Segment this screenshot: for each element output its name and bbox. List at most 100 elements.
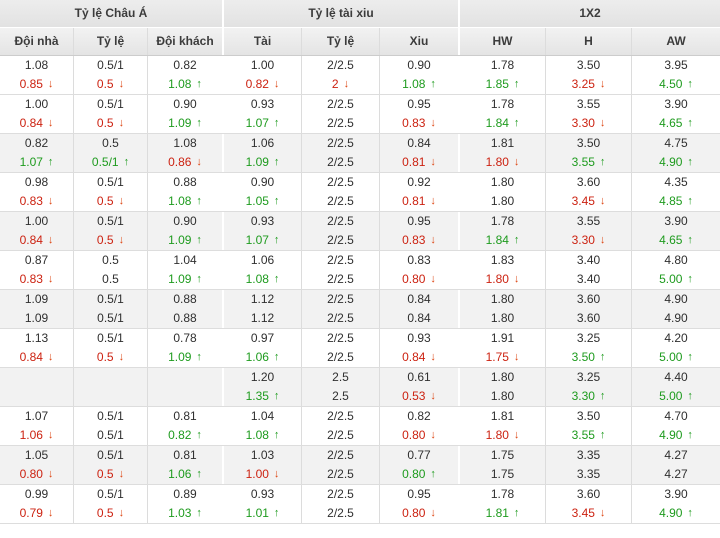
odds-number: 0.88 [173,311,197,325]
odds-cell: 1.80 1.80 [460,290,546,328]
odds-value: 0.90 [148,95,222,114]
arrow-down-icon: ↓ [430,351,436,363]
arrow-down-icon: ↓ [430,234,436,246]
odds-value: 0.81 ↓ [380,192,458,211]
match-row: 1.13 0.84 ↓ 0.5/1 0.5 ↓ 0.78 1.09 ↑ 0.97 1.06 ↑ 2/2.… [0,329,720,368]
odds-number: 4.27 [664,467,688,481]
odds-number: 3.60 [576,311,601,325]
arrow-down-icon: ↓ [599,117,606,129]
odds-value: 4.80 [632,251,720,270]
odds-number: 0.98 [24,175,49,189]
odds-number: 1.06 [250,136,275,150]
odds-number: 0.5 [96,350,114,364]
odds-number: 0.82 [407,409,431,423]
odds-number: 1.06 [19,428,43,442]
odds-cell: 1.04 1.09 ↑ [148,251,222,289]
odds-value: 3.30 ↑ [546,387,631,406]
odds-table-body: 1.08 0.85 ↓ 0.5/1 0.5 ↓ 0.82 1.08 ↑ 1.00 0.82 ↓ 2/2.… [0,56,720,524]
odds-value: 0.5 ↓ [74,348,147,367]
match-row: 1.05 0.80 ↓ 0.5/1 0.5 ↓ 0.81 1.06 ↑ 1.03 1.00 ↓ 2/2.… [0,446,720,485]
odds-value: 0.84 ↓ [0,348,73,367]
odds-cell: 2/2.5 2/2.5 [302,251,380,289]
arrow-up-icon: ↑ [687,117,693,129]
column-gap [222,485,224,523]
odds-value: 5.00 ↑ [632,348,720,367]
column-gap [458,212,460,250]
odds-number: 0.84 [402,350,426,364]
odds-value: 0.61 [380,368,458,387]
odds-cell [74,368,148,406]
odds-cell: 2.5 2.5 [302,368,380,406]
arrow-up-icon: ↑ [599,390,606,402]
odds-value: 1.06 ↓ [0,426,73,445]
odds-number: 4.50 [659,77,683,91]
odds-number: 1.20 [250,370,275,384]
odds-cell: 1.13 0.84 ↓ [0,329,74,367]
group-header-1x2: 1X2 [460,0,720,27]
odds-value: 0.80 ↑ [380,465,458,484]
odds-cell: 3.25 3.50 ↑ [546,329,632,367]
odds-cell: 0.5/1 0.5 ↓ [74,329,148,367]
odds-value: 3.35 [546,465,631,484]
odds-value: 0.5/1 [74,290,147,309]
odds-number: 4.90 [659,506,683,520]
odds-cell: 1.07 1.06 ↓ [0,407,74,445]
odds-number: 0.93 [250,214,275,228]
odds-number: 0.5/1 [97,428,124,442]
odds-value: 3.55 ↑ [546,426,631,445]
odds-value: 0.5/1 [74,95,147,114]
odds-cell: 0.87 0.83 ↓ [0,251,74,289]
arrow-down-icon: ↓ [47,195,54,207]
column-header-handicap: Tỷ lệ [74,28,148,55]
column-header-over: Tài [224,28,302,55]
arrow-down-icon: ↓ [118,78,125,90]
odds-number: 1.80 [490,311,515,325]
odds-value: 1.07 ↑ [224,114,301,133]
odds-value: 4.90 [632,309,720,328]
odds-cell: 3.40 3.40 [546,251,632,289]
arrow-up-icon: ↑ [196,117,202,129]
odds-number: 4.80 [664,253,688,267]
odds-value: 1.08 ↑ [148,75,222,94]
odds-value: 3.40 [546,251,631,270]
odds-number: 0.86 [168,155,192,169]
odds-cell: 1.75 1.75 [460,446,546,484]
odds-number: 0.80 [402,467,426,481]
arrow-up-icon: ↑ [513,117,520,129]
arrow-down-icon: ↓ [47,234,54,246]
odds-number: 2/2.5 [327,155,354,169]
odds-number: 1.08 [168,77,192,91]
column-gap [458,0,460,27]
odds-value: 0.5 [74,270,147,289]
odds-value: 1.84 ↑ [460,231,545,250]
odds-value: 3.55 [546,95,631,114]
match-row: 1.00 0.84 ↓ 0.5/1 0.5 ↓ 0.90 1.09 ↑ 0.93 1.07 ↑ 2/2.… [0,95,720,134]
odds-number: 2/2.5 [327,58,354,72]
arrow-down-icon: ↓ [430,273,436,285]
odds-cell: 3.55 3.30 ↓ [546,95,632,133]
odds-value: 1.05 ↑ [224,192,301,211]
odds-number: 4.90 [659,428,683,442]
odds-value: 1.00 [0,95,73,114]
odds-number: 3.40 [576,253,601,267]
odds-value: 1.04 [148,251,222,270]
odds-value: 1.78 [460,95,545,114]
column-gap [458,329,460,367]
odds-value: 1.09 [0,290,73,309]
odds-value: 3.50 [546,56,631,75]
odds-number: 0.83 [402,116,426,130]
odds-cell: 2/2.5 2/2.5 [302,485,380,523]
column-header-draw: H [546,28,632,55]
odds-cell: 0.95 0.83 ↓ [380,95,458,133]
odds-value: 1.80 ↓ [460,426,545,445]
odds-number: 1.78 [490,214,515,228]
odds-number: 1.09 [168,272,192,286]
odds-number: 1.84 [485,233,509,247]
odds-number: 0.5/1 [91,155,119,169]
odds-cell: 1.08 0.86 ↓ [148,134,222,172]
odds-cell: 3.90 4.65 ↑ [632,212,720,250]
odds-value: 2/2.5 [302,192,379,211]
odds-value [74,368,147,387]
odds-value: 1.78 [460,56,545,75]
odds-number: 0.5/1 [97,214,124,228]
